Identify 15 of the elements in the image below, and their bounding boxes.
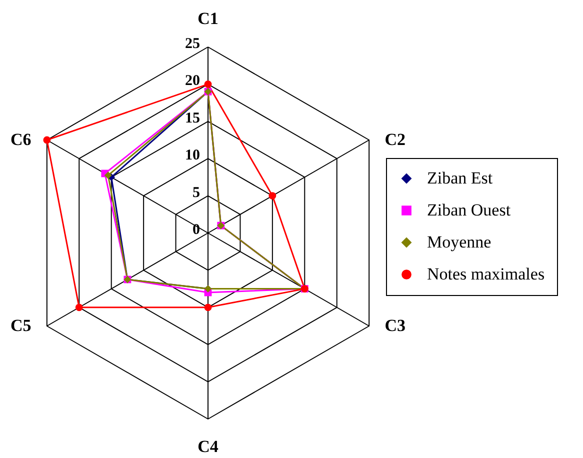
spoke-label: C4 xyxy=(198,437,219,456)
spoke-label: C1 xyxy=(198,9,218,28)
legend-label: Notes maximales xyxy=(427,264,545,284)
spoke-label: C3 xyxy=(384,316,406,335)
y-tick-label: 10 xyxy=(185,148,200,164)
y-tick-label: 20 xyxy=(185,73,200,90)
y-tick-label: 15 xyxy=(185,110,200,126)
legend-label: Moyenne xyxy=(427,232,492,252)
spoke-label: C2 xyxy=(384,130,406,149)
legend-label: Ziban Est xyxy=(427,168,493,188)
spoke-label: C6 xyxy=(10,130,32,149)
legend-label: Ziban Ouest xyxy=(427,200,511,220)
y-tick-label: 25 xyxy=(185,36,200,52)
spoke-label: C5 xyxy=(10,316,32,335)
y-tick-label: 5 xyxy=(192,184,200,201)
